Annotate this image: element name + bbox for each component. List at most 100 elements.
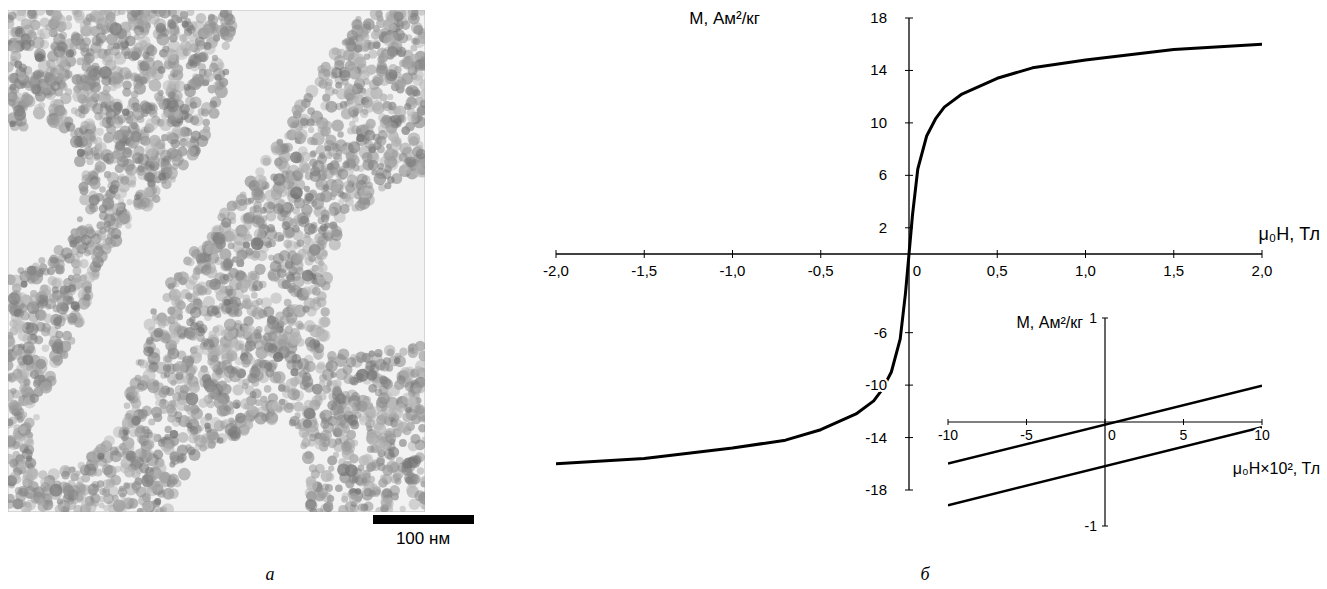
particle [89,195,100,206]
particle [180,11,188,19]
particle [123,482,129,488]
particle [26,467,39,480]
particle [66,49,74,57]
particle [273,325,280,332]
particle [16,454,24,462]
particle [350,176,357,183]
particle [394,11,404,21]
particle [321,307,330,316]
particle [291,368,299,376]
particle [182,21,189,28]
particle [267,315,276,324]
particle [213,35,220,42]
particle [136,487,147,498]
particle [50,484,63,497]
particle [311,138,318,145]
particle [148,180,156,188]
particle [369,351,375,357]
particle [36,359,46,369]
particle [154,498,161,505]
particle [416,115,422,121]
particle [71,473,79,481]
particle [80,274,87,281]
particle [38,374,46,382]
particle [131,51,140,60]
particle [243,242,250,249]
particle [203,80,210,87]
particle [330,222,338,230]
particle [9,121,15,127]
particle [290,187,303,200]
particle [260,155,272,167]
particle [214,396,227,409]
particle [304,408,316,420]
particle [103,135,111,143]
particle [224,299,231,306]
particle [8,292,21,305]
particle [17,461,26,470]
particle [399,439,407,447]
particle [109,22,122,35]
particle [178,468,191,481]
particle [124,403,131,410]
particle [342,161,349,168]
particle [119,213,130,224]
particle [251,237,264,250]
particle [256,250,267,261]
particle [77,149,85,157]
particle [355,488,361,494]
particle [374,29,381,36]
particle [78,462,85,469]
particle [18,72,26,80]
particle [192,383,200,391]
particle [342,493,349,500]
particle [8,375,12,381]
particle [63,485,75,497]
particle [158,66,165,73]
particle [309,244,321,256]
particle [346,430,356,440]
particle [306,479,317,490]
particle [264,385,272,393]
particle [235,413,246,424]
particle [202,119,210,127]
particle [325,145,331,151]
particle [335,485,343,493]
particle [45,74,58,87]
particle [167,415,175,423]
particle [66,15,72,21]
particle [160,473,169,482]
particle [84,26,94,36]
particle [109,185,119,195]
particle [338,169,349,180]
particle [180,126,190,136]
particle [375,440,384,449]
particle [14,61,22,69]
particle [302,270,314,282]
particle [284,132,291,139]
particle [40,381,52,393]
particle [113,102,122,111]
particle [204,423,210,429]
particle [21,281,28,288]
particle [158,66,166,74]
particle [122,109,129,116]
particle [79,182,89,192]
particle [159,401,166,408]
particle [222,42,230,50]
particle [33,414,40,421]
particle [305,193,313,201]
particle [295,412,301,418]
particle [357,134,365,142]
particle [337,463,350,476]
particle [97,453,104,460]
particle [76,494,84,502]
particle [156,23,166,33]
particle [51,342,63,354]
particle [312,384,323,395]
particle [344,83,352,91]
particle [383,152,390,159]
particle [23,508,29,512]
particle [52,355,63,366]
particle [394,80,404,90]
